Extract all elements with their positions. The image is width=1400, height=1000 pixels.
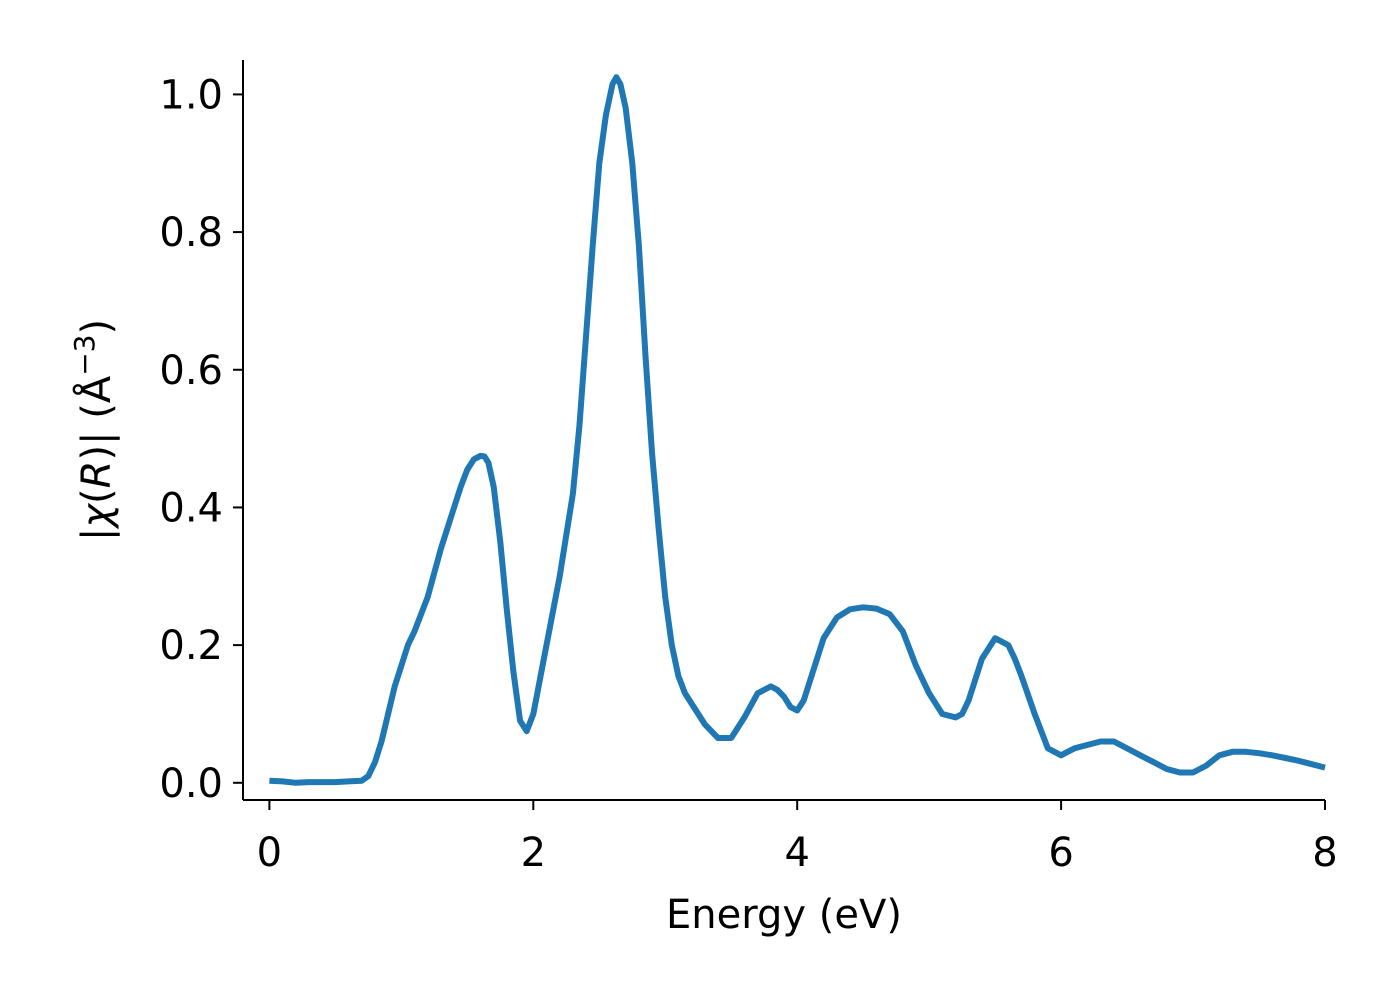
y-tick-label: 0.6 xyxy=(159,348,223,394)
y-label-exponent: −3 xyxy=(68,335,101,376)
x-tick-label: 2 xyxy=(521,830,546,876)
axis-labels: Energy (eV) |χ(R)| (Å−3) xyxy=(68,319,902,938)
series-line xyxy=(269,74,1326,786)
axes xyxy=(242,60,1325,801)
ticks: 0 2 4 6 8 0.0 0.2 0.4 0.6 0.8 1.0 xyxy=(159,72,1337,876)
series xyxy=(269,74,1326,786)
y-tick-label: 0.0 xyxy=(159,761,223,807)
y-tick-label: 0.2 xyxy=(159,623,223,669)
y-label-bar-open: | xyxy=(74,528,120,541)
x-tick-label: 0 xyxy=(257,830,282,876)
y-label-chi: χ xyxy=(74,503,120,530)
x-axis-label: Energy (eV) xyxy=(666,892,902,938)
y-label-paren-open: ( xyxy=(74,488,120,504)
y-label-paren-close: ) xyxy=(74,319,120,335)
y-label-r: R xyxy=(74,461,120,489)
y-label-unit: )| (Å xyxy=(72,375,120,460)
x-tick-label: 6 xyxy=(1048,830,1073,876)
y-tick-label: 0.4 xyxy=(159,485,223,531)
y-tick-label: 1.0 xyxy=(159,72,223,118)
y-tick-label: 0.8 xyxy=(159,210,223,256)
x-tick-label: 4 xyxy=(784,830,809,876)
y-axis-label: |χ(R)| (Å−3) xyxy=(68,319,121,541)
x-tick-label: 8 xyxy=(1312,830,1337,876)
